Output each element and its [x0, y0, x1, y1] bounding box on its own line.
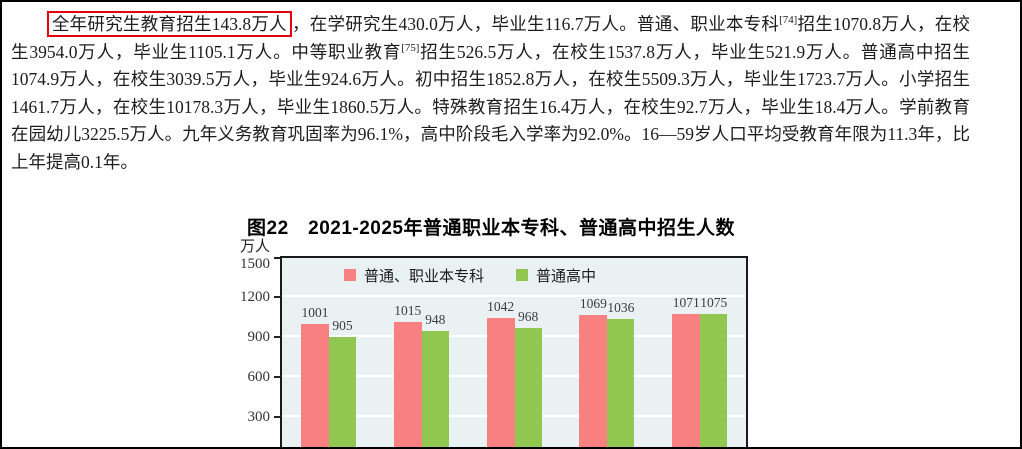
- bar-2023-series1: [486, 318, 515, 447]
- bar-value-label: 1042: [487, 299, 515, 315]
- y-tick-mark: [274, 256, 280, 259]
- bar-value-label: 1036: [607, 300, 635, 316]
- bar-2021-series1: [301, 323, 329, 447]
- bar-2024-series2: [607, 319, 635, 447]
- paragraph: 全年研究生教育招生143.8万人 ，在学研究生430.0万人，毕业生116.7万人…: [11, 11, 970, 177]
- bar-value-label: 1075: [700, 294, 728, 310]
- paragraph-text: ，在学研究生430.0万人，毕业生116.7万人。普通、职业本专科: [291, 14, 780, 34]
- legend-swatch-red: [344, 269, 356, 282]
- y-tick-label: 1200: [240, 289, 270, 306]
- bar-value-label: 1071: [672, 295, 700, 311]
- paragraph-text: 招生526.5万人，在校生1537.8万人，毕业生521.9万人。普通高中招生1…: [11, 41, 970, 172]
- y-tick-mark: [274, 336, 280, 339]
- footnote-ref-74: [74]: [779, 14, 798, 27]
- bar-2025-series2: [700, 313, 728, 447]
- y-tick-label: 900: [247, 329, 271, 346]
- plot-area: 普通、职业本专科 普通高中 1001 905 1015 948 1042 968 1069 1…: [280, 255, 748, 447]
- chart-body: 万人 030060090012001500 普通、职业本专科 普通高中 1001…: [234, 239, 748, 447]
- y-axis-unit-label: 万人: [239, 238, 270, 255]
- bar-2025-series1: [672, 314, 701, 447]
- legend-item-benzhuanke: 普通、职业本专科: [344, 265, 484, 286]
- gridline: [282, 295, 746, 298]
- y-tick-mark: [274, 296, 280, 299]
- highlight-red-box: 全年研究生教育招生143.8万人: [46, 11, 292, 37]
- legend-label: 普通高中: [536, 268, 597, 285]
- y-tick-mark: [274, 415, 280, 418]
- y-tick-label: 300: [247, 408, 271, 425]
- bar-2022-series1: [393, 321, 422, 447]
- bar-value-label: 1001: [301, 304, 329, 320]
- bar-2024-series1: [579, 314, 608, 447]
- bar-value-label: 1015: [394, 302, 422, 318]
- chart-title: 图22 2021-2025年普通职业本专科、普通高中招生人数: [247, 217, 735, 239]
- y-tick-mark: [274, 375, 280, 378]
- y-axis: 万人 030060090012001500: [234, 239, 280, 447]
- bar-2023-series2: [514, 328, 542, 447]
- bar-value-label: 968: [517, 309, 539, 325]
- legend-swatch-green: [516, 269, 529, 282]
- enrollment-bar-chart: 图22 2021-2025年普通职业本专科、普通高中招生人数 万人 030060…: [234, 213, 748, 447]
- y-tick-label: 1500: [240, 255, 270, 272]
- bar-value-label: 1069: [579, 295, 607, 311]
- bar-2022-series2: [421, 330, 449, 447]
- legend: 普通、职业本专科 普通高中: [344, 265, 596, 286]
- bar-value-label: 948: [425, 311, 446, 327]
- y-tick-label: 600: [247, 368, 271, 385]
- footnote-ref-75: [75]: [401, 41, 420, 54]
- legend-item-gaozhong: 普通高中: [516, 265, 596, 286]
- legend-label: 普通、职业本专科: [364, 268, 485, 285]
- bar-value-label: 905: [332, 317, 353, 333]
- bar-2021-series2: [329, 336, 356, 447]
- paragraph-text: 招生1070.8万人，在校生3954.0万人，毕业生1105.1万人。中等职业教…: [11, 14, 970, 62]
